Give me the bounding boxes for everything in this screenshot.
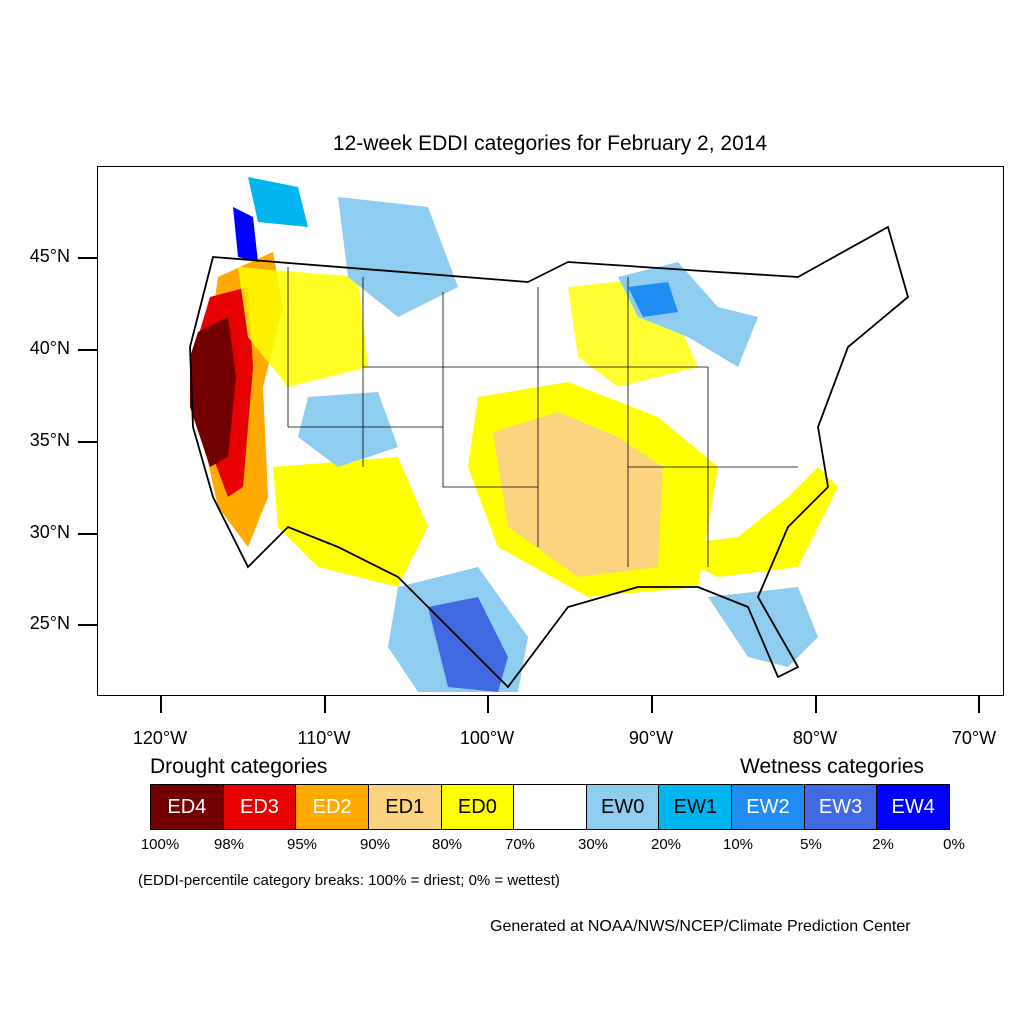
legend-neutral xyxy=(514,785,587,829)
ed0-region-northwest xyxy=(238,267,368,387)
ed4-region-california xyxy=(190,317,236,467)
x-axis-label-80w: 80°W xyxy=(792,728,838,748)
legend-ed1-label: ED1 xyxy=(385,795,425,818)
legend-ed3: ED3 xyxy=(223,785,297,829)
legend-ed2-label: ED2 xyxy=(312,795,352,818)
category-legend-bar: ED4 ED3 ED2 ED1 ED0 EW0 EW1 EW2 EW3 EW4 xyxy=(150,784,950,830)
legend-ew4: EW4 xyxy=(877,785,950,829)
y-axis-label-45n: 45°N xyxy=(29,246,70,266)
ew2-region-colorado xyxy=(298,392,398,467)
wetness-categories-heading: Wetness categories xyxy=(740,755,925,778)
break-20: 20% xyxy=(650,836,682,853)
break-100: 100% xyxy=(140,836,180,853)
x-tick-120w xyxy=(160,696,162,713)
x-tick-90w xyxy=(651,696,653,713)
legend-ed2: ED2 xyxy=(296,785,369,829)
legend-ew3-label: EW3 xyxy=(818,795,863,818)
break-95: 95% xyxy=(286,836,318,853)
map-plot-area xyxy=(97,166,1004,696)
legend-ew4-label: EW4 xyxy=(891,795,935,818)
ew2-region-lake-superior xyxy=(628,282,678,317)
legend-ew1: EW1 xyxy=(659,785,733,829)
break-80: 80% xyxy=(431,836,463,853)
legend-ed1: ED1 xyxy=(368,785,442,829)
y-tick-30n xyxy=(78,533,97,535)
legend-ed0: ED0 xyxy=(441,785,515,829)
x-axis-label-110w: 110°W xyxy=(297,728,351,748)
y-axis-label-35n: 35°N xyxy=(29,430,70,450)
break-5: 5% xyxy=(800,836,822,853)
eddi-map xyxy=(189,177,910,692)
x-tick-110w xyxy=(324,696,326,713)
legend-ed4: ED4 xyxy=(151,785,224,829)
y-axis-label-30n: 30°N xyxy=(29,522,70,542)
break-70: 70% xyxy=(504,836,536,853)
legend-ew2-label: EW2 xyxy=(746,795,790,818)
legend-ew0: EW0 xyxy=(586,785,660,829)
ed0-region-southwest xyxy=(273,457,428,587)
y-axis-label-25n: 25°N xyxy=(29,613,70,633)
ed1-region-plains xyxy=(493,412,663,577)
x-tick-70w xyxy=(978,696,980,713)
credit-text: Generated at NOAA/NWS/NCEP/Climate Predi… xyxy=(490,918,911,935)
x-tick-100w xyxy=(487,696,489,713)
x-axis-label-90w: 90°W xyxy=(628,728,674,748)
legend-ew3: EW3 xyxy=(804,785,878,829)
legend-ew1-label: EW1 xyxy=(673,795,717,818)
legend-ed0-label: ED0 xyxy=(457,795,497,818)
break-30: 30% xyxy=(577,836,609,853)
break-10: 10% xyxy=(722,836,754,853)
us-border xyxy=(189,225,910,689)
break-2: 2% xyxy=(872,836,894,853)
ew1-region-canada xyxy=(248,177,308,227)
state-lines xyxy=(287,267,798,567)
x-axis-label-70w: 70°W xyxy=(951,728,997,748)
x-axis-label-120w: 120°W xyxy=(132,728,188,748)
legend-ed4-label: ED4 xyxy=(167,795,207,818)
map-title: 12-week EDDI categories for February 2, … xyxy=(332,132,768,155)
y-axis-label-40n: 40°N xyxy=(29,338,70,358)
break-98: 98% xyxy=(213,836,245,853)
ew1-region-northern-rockies xyxy=(338,197,458,317)
break-90: 90% xyxy=(359,836,391,853)
x-axis-label-100w: 100°W xyxy=(459,728,515,748)
legend-ed3-label: ED3 xyxy=(240,795,279,818)
category-breaks-note: (EDDI-percentile category breaks: 100% =… xyxy=(138,872,560,889)
ed0-region-southeast xyxy=(658,467,838,577)
legend-ew0-label: EW0 xyxy=(600,795,645,818)
break-0: 0% xyxy=(943,836,965,853)
ew1-region-southeast-coast xyxy=(708,587,818,667)
x-tick-80w xyxy=(815,696,817,713)
y-tick-40n xyxy=(78,349,97,351)
y-tick-35n xyxy=(78,441,97,443)
ew4-region-puget-sound xyxy=(233,207,258,262)
y-tick-25n xyxy=(78,624,97,626)
drought-categories-heading: Drought categories xyxy=(150,755,328,778)
y-tick-45n xyxy=(78,257,97,259)
legend-ew2: EW2 xyxy=(732,785,805,829)
